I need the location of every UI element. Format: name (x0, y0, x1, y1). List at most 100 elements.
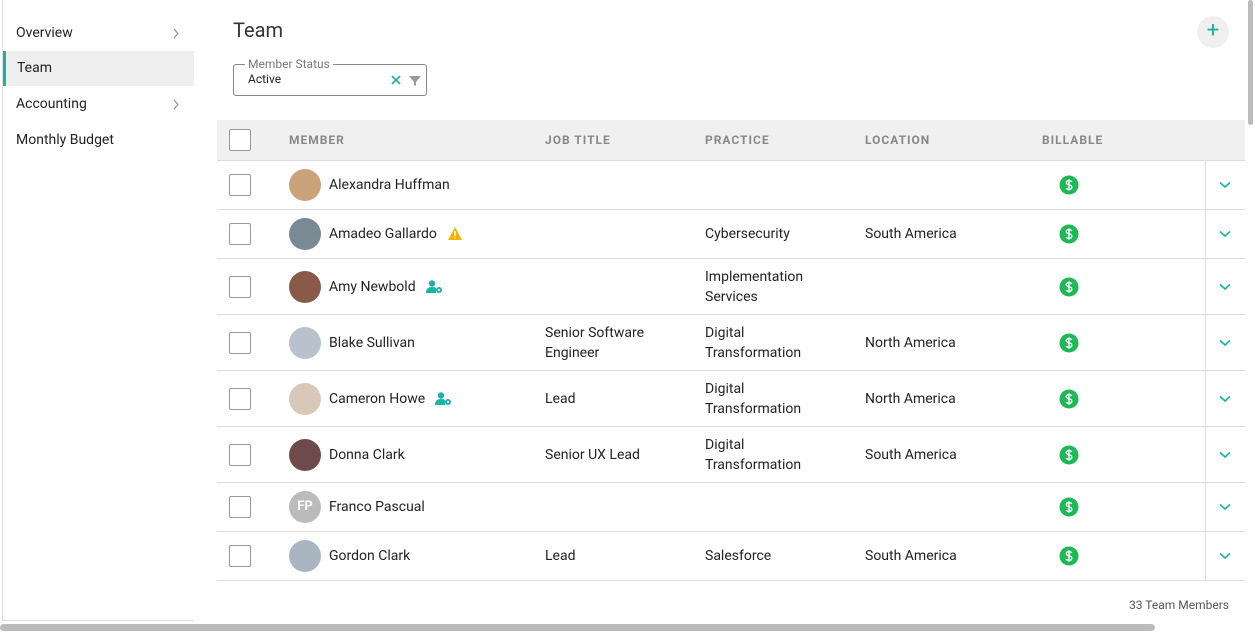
column-header: JOB TITLE (545, 133, 611, 147)
divider (1205, 210, 1206, 258)
nav-label: Accounting (16, 96, 87, 112)
job-title: Senior UX Lead (545, 446, 640, 463)
table-row: Cameron Howe Lead Digital Transformation No… (217, 371, 1245, 427)
expand-chevron[interactable] (1219, 230, 1231, 238)
practice: Cybersecurity (705, 226, 790, 242)
expand-chevron[interactable] (1219, 451, 1231, 459)
job-title: Senior Software Engineer (545, 324, 644, 361)
checkbox[interactable] (229, 545, 251, 567)
column-header: PRACTICE (705, 133, 770, 147)
nav-item[interactable]: Accounting (3, 87, 194, 122)
location: North America (865, 334, 956, 351)
location: North America (865, 390, 956, 407)
nav-label: Team (17, 60, 52, 76)
admin-icon (435, 391, 451, 405)
table-row: Amy Newbold Implementation Services (217, 259, 1245, 315)
table-header: MEMBER JOB TITLE PRACTICE LOCATION BILLABLE (217, 120, 1245, 161)
member-name: Cameron Howe (329, 390, 426, 407)
member-name: Blake Sullivan (329, 334, 415, 351)
nav-item[interactable]: Monthly Budget (3, 123, 194, 158)
divider (1205, 315, 1206, 370)
table: MEMBER JOB TITLE PRACTICE LOCATION BILLABLE A… (217, 120, 1245, 581)
billable-icon (1059, 497, 1079, 517)
column-header: LOCATION (865, 133, 931, 147)
nav-item[interactable]: Overview (3, 16, 194, 51)
chevron (173, 99, 179, 110)
avatar (289, 540, 321, 572)
practice: Digital Transformation (705, 436, 802, 473)
table-row: Gordon Clark Lead Salesforce South America (217, 532, 1245, 581)
scrollbar[interactable] (0, 624, 1155, 631)
expand-chevron[interactable] (1219, 552, 1231, 560)
member-name: Amy Newbold (329, 278, 416, 295)
checkbox[interactable] (229, 174, 251, 196)
location: South America (865, 548, 957, 564)
scrollbar[interactable] (1248, 0, 1253, 125)
divider (1205, 259, 1206, 314)
checkbox[interactable] (229, 496, 251, 518)
checkbox[interactable] (229, 443, 251, 466)
table-row: FP Franco Pascual (217, 483, 1245, 532)
practice: Digital Transformation (705, 380, 802, 417)
filter-value: Active (248, 72, 282, 86)
sidebar: Overview Team Accounting Monthly Budget (2, 0, 194, 621)
billable-icon (1059, 333, 1079, 352)
billable-icon (1059, 546, 1079, 566)
chevron (173, 28, 179, 39)
member-name: Alexandra Huffman (329, 177, 450, 193)
nav-label: Monthly Budget (16, 132, 114, 148)
warning-icon (448, 227, 462, 240)
job-title: Lead (545, 390, 576, 407)
practice: Salesforce (705, 548, 772, 564)
checkbox[interactable] (229, 129, 251, 151)
checkbox[interactable] (229, 331, 251, 354)
member-count: 33 Team Members (1129, 598, 1229, 612)
admin-icon (426, 279, 442, 293)
column-header: MEMBER (289, 133, 345, 147)
page-title: Team (233, 18, 283, 42)
nav-item[interactable]: Team (3, 51, 194, 86)
practice: Implementation Services (705, 268, 804, 305)
filter-label: Member Status (245, 57, 333, 71)
billable-icon (1059, 224, 1079, 244)
divider (1205, 483, 1206, 531)
expand-chevron[interactable] (1219, 339, 1231, 347)
column-header: BILLABLE (1042, 133, 1104, 147)
billable-icon (1059, 445, 1079, 464)
divider (1205, 532, 1206, 580)
billable-icon (1059, 277, 1079, 296)
member-name: Amadeo Gallardo (329, 226, 437, 242)
member-name: Donna Clark (329, 446, 405, 463)
checkbox[interactable] (229, 223, 251, 245)
avatar (289, 270, 321, 303)
member-name: Gordon Clark (329, 548, 411, 564)
nav-label: Overview (16, 25, 73, 41)
location: South America (865, 226, 957, 242)
avatar (289, 218, 321, 250)
filter-icons (391, 75, 421, 86)
location: South America (865, 446, 957, 463)
checkbox[interactable] (229, 275, 251, 298)
member-name: Franco Pascual (329, 499, 425, 515)
avatar: FP (289, 491, 321, 523)
expand-chevron[interactable] (1219, 283, 1231, 291)
job-title: Lead (545, 548, 576, 564)
divider (1205, 427, 1206, 482)
expand-chevron[interactable] (1219, 395, 1231, 403)
add-button[interactable]: + (1197, 16, 1229, 48)
checkbox[interactable] (229, 387, 251, 410)
billable-icon (1059, 389, 1079, 408)
divider (1205, 371, 1206, 426)
expand-chevron[interactable] (1219, 503, 1231, 511)
avatar (289, 438, 321, 471)
table-row: Amadeo Gallardo Cybersecurity South Americ… (217, 210, 1245, 259)
table-row: Blake Sullivan Senior Software Engineer Di… (217, 315, 1245, 371)
billable-icon (1059, 175, 1079, 195)
table-row: Donna Clark Senior UX Lead Digital Transfo… (217, 427, 1245, 483)
practice: Digital Transformation (705, 324, 802, 361)
avatar (289, 326, 321, 359)
avatar (289, 169, 321, 201)
divider (1205, 161, 1206, 209)
avatar (289, 382, 321, 415)
expand-chevron[interactable] (1219, 181, 1231, 189)
